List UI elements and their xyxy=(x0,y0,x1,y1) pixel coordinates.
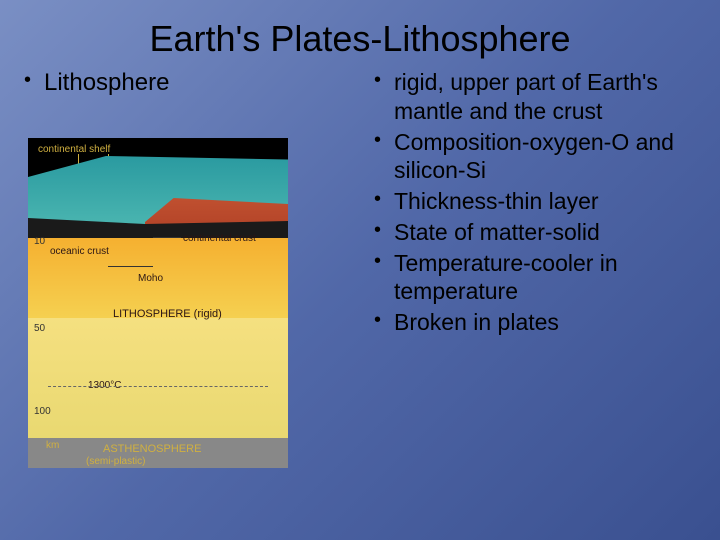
depth-50: 50 xyxy=(34,323,45,334)
label-continental-shelf: continental shelf xyxy=(38,144,110,155)
depth-100: 100 xyxy=(34,406,51,417)
list-item: Broken in plates xyxy=(370,308,700,337)
list-item: Temperature-cooler in temperature xyxy=(370,249,700,307)
label-moho: Moho xyxy=(138,273,163,284)
cont-crust-pointer xyxy=(153,237,181,238)
right-column: rigid, upper part of Earth's mantle and … xyxy=(360,68,700,468)
list-item: State of matter-solid xyxy=(370,218,700,247)
label-lithosphere: LITHOSPHERE (rigid) xyxy=(113,308,222,320)
depth-10: 10 xyxy=(34,236,45,247)
label-asthenosphere: ASTHENOSPHERE xyxy=(103,443,201,455)
temp-line xyxy=(48,386,268,387)
label-continental-crust: continental crust xyxy=(183,233,256,244)
list-item: Composition-oxygen-O and silicon-Si xyxy=(370,128,700,186)
asthenosphere-layer xyxy=(28,318,288,448)
left-heading: Lithosphere xyxy=(20,68,360,98)
label-km: km xyxy=(46,440,59,451)
list-item: rigid, upper part of Earth's mantle and … xyxy=(370,68,700,126)
label-oceanic-crust: oceanic crust xyxy=(50,246,109,257)
moho-pointer xyxy=(108,266,153,267)
left-column: Lithosphere continental shelf oceanic cr… xyxy=(20,68,360,468)
list-item: Thickness-thin layer xyxy=(370,187,700,216)
bullet-list: rigid, upper part of Earth's mantle and … xyxy=(370,68,700,337)
page-title: Earth's Plates-Lithosphere xyxy=(0,0,720,68)
label-plastic: (semi-plastic) xyxy=(86,456,145,467)
content-area: Lithosphere continental shelf oceanic cr… xyxy=(0,68,720,468)
lithosphere-diagram: continental shelf oceanic crust continen… xyxy=(28,138,288,468)
